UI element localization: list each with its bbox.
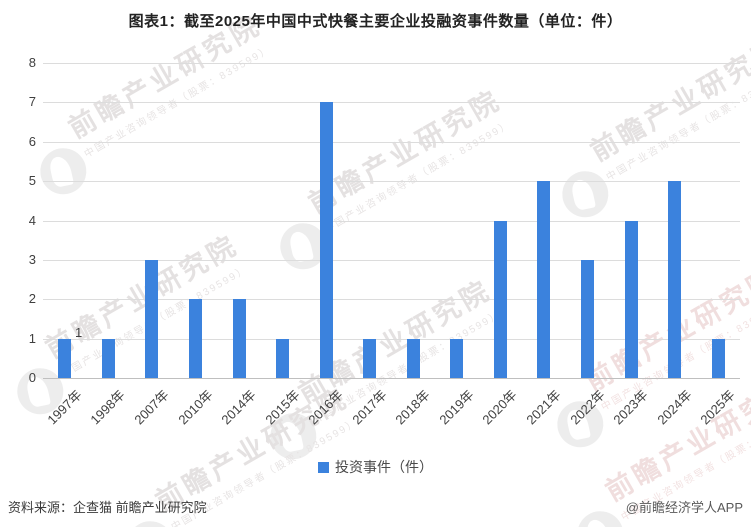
gridline xyxy=(43,63,740,64)
data-label: 1 xyxy=(75,325,83,340)
x-tick-label-text: 2017年 xyxy=(349,387,390,428)
chart-title: 图表1：截至2025年中国中式快餐主要企业投融资事件数量（单位：件） xyxy=(128,13,623,30)
x-tick-label-text: 2016年 xyxy=(305,387,346,428)
y-tick-label: 3 xyxy=(28,251,36,267)
y-tick-label: 5 xyxy=(28,173,36,189)
x-tick-label-text: 2015年 xyxy=(262,387,303,428)
footer: 资料来源：企查猫 前瞻产业研究院 @前瞻经济学人APP xyxy=(8,497,743,516)
x-tick-label-text: 1998年 xyxy=(87,387,129,428)
gridline xyxy=(43,141,740,143)
y-tick-label: 4 xyxy=(28,212,36,228)
x-tick-label-text: 2020年 xyxy=(479,387,521,428)
x-tick-label-text: 2025年 xyxy=(697,387,738,428)
legend-swatch-icon xyxy=(318,461,329,473)
gridline xyxy=(43,181,740,183)
y-tick-label: 8 xyxy=(28,55,36,70)
bar xyxy=(450,338,464,378)
x-axis-line xyxy=(43,378,740,379)
bar xyxy=(232,299,246,378)
x-tick-label-text: 2022年 xyxy=(567,387,608,428)
bar xyxy=(319,102,333,378)
y-tick-label: 0 xyxy=(28,370,36,385)
bar xyxy=(145,259,159,378)
gridline xyxy=(43,220,740,222)
bar xyxy=(101,338,115,378)
legend: 投资事件（件） xyxy=(0,457,751,477)
bar xyxy=(406,338,420,378)
y-tick-label: 6 xyxy=(28,133,36,149)
gridline xyxy=(43,102,740,104)
source-text: 资料来源：企查猫 前瞻产业研究院 xyxy=(8,500,207,515)
bar xyxy=(668,181,682,378)
x-tick-label-text: 2014年 xyxy=(218,387,259,428)
bar xyxy=(624,220,638,378)
y-tick-label: 2 xyxy=(28,291,36,307)
gridline xyxy=(43,259,740,261)
bar xyxy=(188,299,202,378)
x-tick-label-text: 1997年 xyxy=(44,387,85,428)
legend-label: 投资事件（件） xyxy=(335,459,433,475)
bar xyxy=(58,338,72,378)
y-tick-label: 7 xyxy=(28,94,36,110)
bar xyxy=(493,220,507,378)
bar xyxy=(537,181,551,378)
bar xyxy=(363,338,377,378)
credit-text: @前瞻经济学人APP xyxy=(625,500,743,515)
gridline xyxy=(43,299,740,301)
y-tick-label: 1 xyxy=(28,330,36,346)
bar xyxy=(581,259,595,378)
bar xyxy=(711,338,725,378)
x-tick-label-text: 2007年 xyxy=(131,387,172,428)
plot-area: 0 1 2 3 4 5 6 7 8 1997年 1998年 2007年 2010年 2014年 2015年 2… xyxy=(28,55,740,428)
x-tick-label-text: 2024年 xyxy=(654,387,695,428)
x-tick-label-text: 2018年 xyxy=(392,387,434,428)
x-tick-label-text: 2021年 xyxy=(523,387,564,428)
x-tick-label-text: 2010年 xyxy=(174,387,216,428)
x-tick-label-text: 2019年 xyxy=(436,387,477,428)
bar xyxy=(276,338,290,378)
gridline xyxy=(43,338,740,340)
x-tick-label-text: 2023年 xyxy=(610,387,651,428)
